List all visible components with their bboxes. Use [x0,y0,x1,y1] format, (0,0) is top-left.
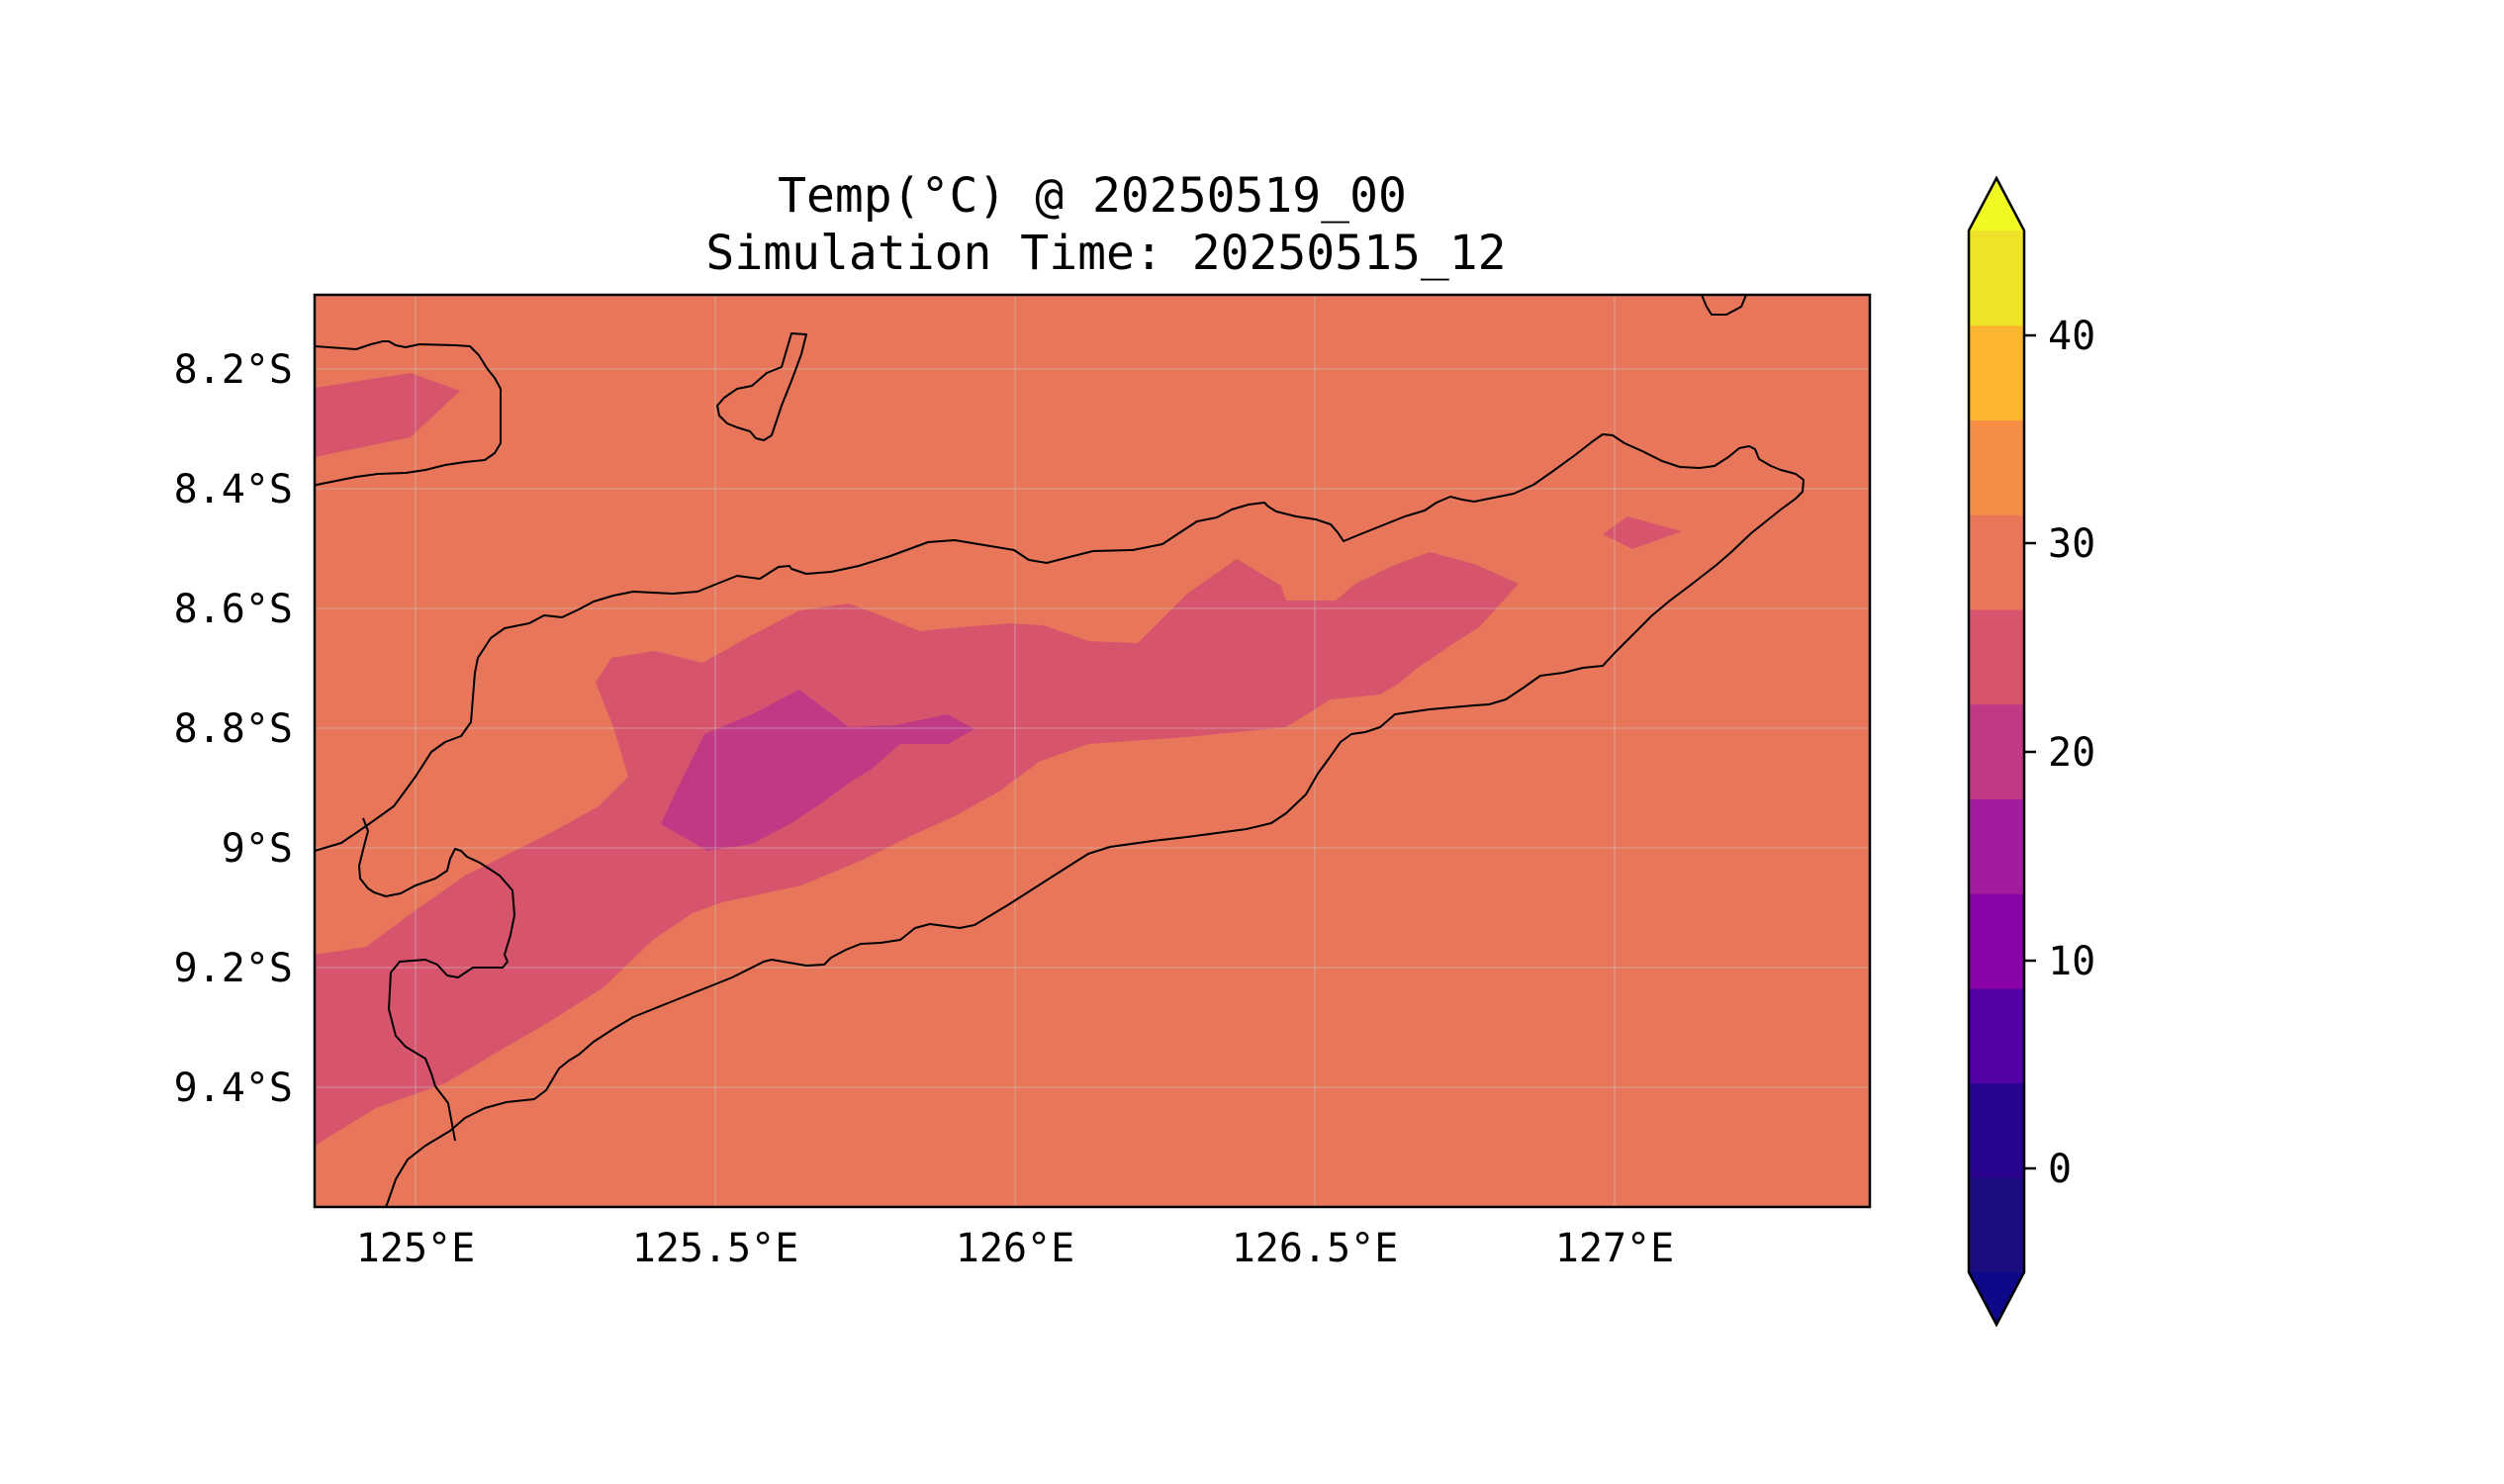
coastline-alor [315,340,502,487]
coastline-north-islet [1701,295,1747,316]
map-plot-area [315,295,1870,1207]
colorbar-segment [1969,893,2024,989]
lat-tick-label: 8.6°S [174,587,293,632]
latitude-axis: 8.2°S 8.4°S 8.6°S 8.8°S 9°S 9.2°S 9.4°S [174,347,293,1111]
temperature-background-25-30 [315,295,1870,1207]
title-line-2: Simulation Time: 20250515_12 [705,226,1506,281]
lat-tick-label: 8.8°S [174,706,293,752]
colorbar-ticks [2024,333,2036,1170]
coastline-atauro [716,332,807,441]
colorbar-segment [1969,1177,2024,1273]
colorbar-segment [1969,1082,2024,1178]
colorbar-extend-high [1969,178,2024,231]
lat-tick-label: 8.4°S [174,467,293,512]
colorbar-tick-label: 0 [2048,1147,2072,1192]
lat-tick-label: 9.4°S [174,1066,293,1111]
colorbar-tick-label: 20 [2048,730,2095,776]
coastline-timor-north [315,433,1805,1207]
colorbar-extend-low [1969,1272,2024,1325]
title-line-1: Temp(°C) @ 20250519_00 [778,168,1407,224]
lat-tick-label: 9.2°S [174,946,293,991]
map-frame [313,293,1872,1209]
coastlines [315,295,1805,1207]
colorbar: 0 10 20 30 40 [1967,175,2095,1328]
lon-tick-label: 126°E [956,1226,1074,1271]
colorbar-segment [1969,703,2024,799]
colorbar-tick-label: 30 [2048,521,2095,567]
longitude-axis: 125°E 125.5°E 126°E 126.5°E 127°E [356,1226,1674,1271]
lon-tick-label: 126.5°E [1232,1226,1399,1271]
lat-tick-label: 9°S [222,826,293,872]
temperature-band-15-20 [661,690,974,851]
colorbar-tick-label: 40 [2048,314,2095,359]
temperature-band-20-25-main [315,552,1519,1146]
colorbar-tick-label: 10 [2048,939,2095,984]
gridlines [315,295,1870,1207]
colorbar-segment [1969,608,2024,705]
colorbar-segment [1969,987,2024,1084]
colorbar-outline [1967,175,2026,1328]
colorbar-segment [1969,231,2024,326]
temperature-band-20-25-east [1603,516,1682,549]
colorbar-segment [1969,798,2024,894]
colorbar-segment [1969,514,2024,610]
lon-tick-label: 127°E [1555,1226,1674,1271]
temperature-band-20-25-west [315,373,460,457]
lon-tick-label: 125°E [356,1226,475,1271]
coastline-timor-west [358,817,515,1142]
colorbar-segment [1969,325,2024,421]
lon-tick-label: 125.5°E [632,1226,799,1271]
colorbar-segment [1969,419,2024,515]
lat-tick-label: 8.2°S [174,347,293,393]
